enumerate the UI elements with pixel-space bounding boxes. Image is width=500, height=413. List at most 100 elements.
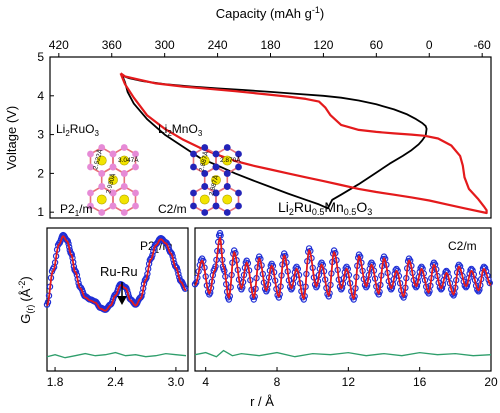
lattice-atom [120, 144, 128, 151]
lattice-atom [190, 163, 197, 171]
lattice-atom [87, 163, 94, 171]
top-y-tick-label: 5 [37, 50, 44, 64]
lattice-atom [212, 163, 220, 171]
lattice-atom [98, 170, 106, 177]
li-atom [211, 175, 221, 185]
br-x-ticks: 4 8 12 16 20 [202, 367, 498, 389]
li-atom [222, 155, 233, 166]
pdf-observed-point [167, 249, 175, 256]
pdf-difference-line [194, 349, 492, 358]
bl-y-axis-label: G(r)(Å-2) [17, 276, 35, 323]
inset-left-distance-2: 3.047Å [118, 155, 139, 164]
honeycomb-mn [190, 144, 242, 216]
bottom-x-axis-label: r / Å [250, 394, 274, 409]
inset-right-distance-2: 2.870Å [220, 155, 241, 164]
pdf-difference-line [46, 351, 187, 359]
lattice-atom [223, 144, 231, 151]
li-atom [199, 194, 210, 205]
top-y-ticks: 1 2 3 4 5 [37, 50, 54, 219]
inset-left-space-group: P21/m [60, 202, 92, 218]
lattice-atom [235, 163, 242, 171]
pdf-chart-p21m: G(r)(Å-2) P21/m 1.8 2.4 3.0 Ru-Ru [17, 227, 189, 389]
lattice-atom [98, 209, 106, 216]
top-x-tick-label: 300 [155, 38, 175, 52]
pdf-fit-line [46, 235, 187, 312]
pdf-x-tick-label: 1.8 [47, 375, 64, 389]
lattice-atom [235, 189, 242, 197]
lattice-atom [201, 170, 209, 177]
lattice-atom [212, 189, 220, 197]
lattice-atom [109, 202, 117, 210]
pdf-x-tick-label: 3.0 [168, 375, 185, 389]
compound-label: Li2Ru0.5Mn0.5O3 [278, 199, 372, 217]
pdf-fit-line [194, 236, 492, 301]
top-x-tick-label: 0 [426, 38, 433, 52]
li-atom [119, 194, 130, 205]
lattice-atom [87, 202, 94, 210]
lattice-atom [223, 209, 231, 216]
lattice-atom [132, 163, 139, 171]
lattice-atom [109, 189, 117, 197]
pdf-observed-point [172, 263, 180, 270]
top-y-tick-label: 1 [37, 205, 44, 219]
lattice-atom [87, 189, 94, 197]
top-y-tick-label: 4 [37, 89, 44, 103]
top-x-tick-label: 60 [370, 38, 384, 52]
inset-right-name: Li2MnO3 [158, 122, 203, 138]
pdf-chart-c2m: C2/m 4 8 12 16 20 r / Å [191, 227, 498, 409]
top-x-tick-label: 360 [102, 38, 122, 52]
lattice-atom [120, 209, 128, 216]
bl-x-ticks: 1.8 2.4 3.0 [47, 367, 185, 389]
bl-series [43, 231, 189, 359]
top-y-tick-label: 3 [37, 128, 44, 142]
li-atom [108, 175, 118, 185]
lattice-atom [132, 150, 139, 158]
structure-inset-li2ruo3: Li2RuO3 2.522Å 3.047Å 2.930Å P21/m [56, 122, 139, 218]
lattice-atom [223, 170, 231, 177]
lattice-atom [212, 150, 220, 158]
pdf-observed-point [181, 285, 189, 292]
li-atom [96, 194, 107, 205]
top-x-tick-label: -60 [474, 38, 492, 52]
lattice-atom [120, 170, 128, 177]
lattice-atom [235, 202, 242, 210]
voltage-capacity-chart: Capacity (mAh g-1) Voltage (V) 420 360 300… [4, 5, 492, 219]
pdf-x-tick-label: 2.4 [107, 375, 124, 389]
pdf-x-tick-label: 8 [274, 375, 281, 389]
ru-ru-arrow [117, 282, 127, 305]
ru-ru-annotation: Ru-Ru [100, 264, 138, 279]
li-atom [199, 155, 210, 166]
top-y-axis-label: Voltage (V) [4, 106, 19, 170]
lattice-atom [223, 183, 231, 190]
lattice-atom [212, 202, 220, 210]
lattice-atom [190, 202, 197, 210]
lattice-atom [109, 150, 117, 158]
top-y-tick-label: 2 [37, 166, 44, 180]
pdf-x-tick-label: 16 [413, 375, 427, 389]
top-x-tick-label: 420 [49, 38, 69, 52]
structure-inset-li2mno3: Li2MnO3 2.887Å 2.870Å 2.887Å C2/m [158, 122, 242, 216]
top-x-ticks: 420 360 300 240 180 120 60 0 -60 [49, 38, 491, 57]
lattice-atom [235, 150, 242, 158]
inset-left-name: Li2RuO3 [56, 122, 99, 138]
lattice-atom [190, 150, 197, 158]
lattice-atom [109, 163, 117, 171]
lattice-atom [87, 150, 94, 158]
li-atom [222, 194, 233, 205]
top-x-axis-label: Capacity (mAh g-1) [216, 5, 324, 21]
lattice-atom [98, 144, 106, 151]
li-atom [96, 155, 107, 166]
br-panel-label: C2/m [448, 239, 477, 253]
lattice-atom [132, 202, 139, 210]
lattice-atom [201, 209, 209, 216]
lattice-atom [120, 183, 128, 190]
pdf-x-tick-label: 20 [484, 375, 498, 389]
li-atom [119, 155, 130, 166]
pdf-observed-point [486, 279, 493, 287]
voltage-curve-1 [119, 72, 488, 215]
top-x-tick-label: 180 [260, 38, 280, 52]
br-plot-frame [194, 227, 492, 372]
honeycomb-ru [87, 144, 139, 216]
lattice-atom [98, 183, 106, 190]
